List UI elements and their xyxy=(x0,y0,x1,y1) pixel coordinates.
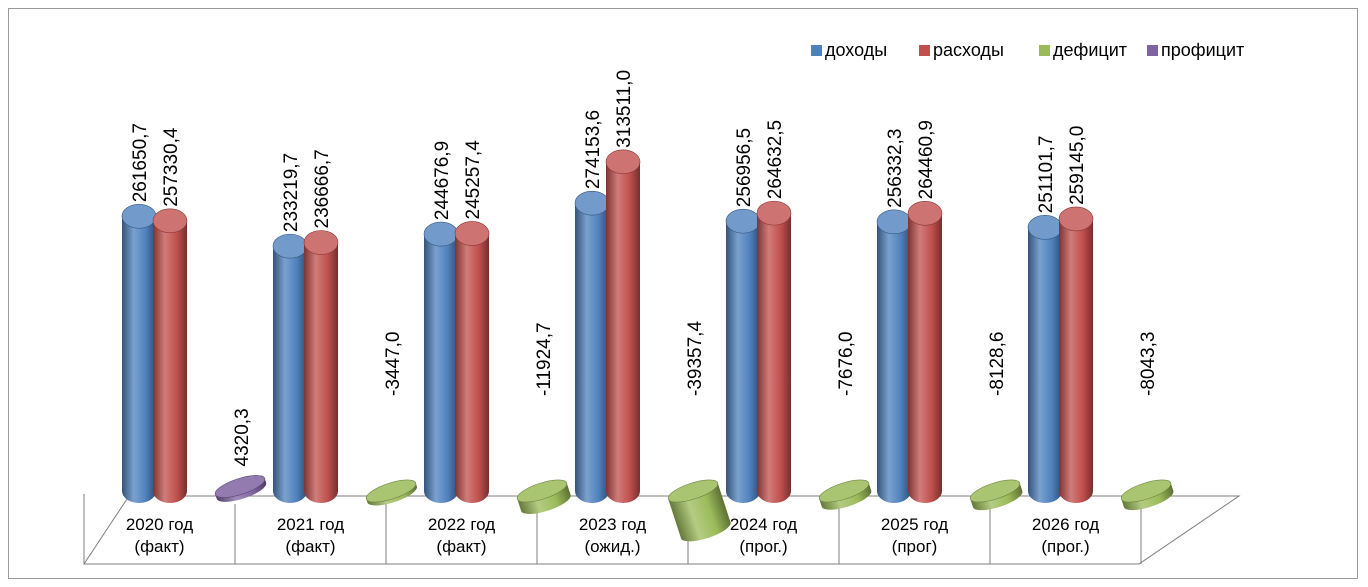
chart-area: 261650,7 257330,4 4320,3 233219,7 236666,7 -3… xyxy=(8,8,1358,579)
data-label: -7676,0 xyxy=(836,332,857,396)
category-label: 2024 год (прог.) xyxy=(730,515,797,556)
bar-расходы-1 xyxy=(303,230,339,503)
legend-item-дефицит: дефицит xyxy=(1039,40,1127,60)
data-label: 236666,7 xyxy=(312,149,333,228)
category-label: 2020 год (факт) xyxy=(126,515,193,556)
data-label: 244676,9 xyxy=(432,141,453,220)
data-label: -11924,7 xyxy=(534,322,555,396)
data-label: 233219,7 xyxy=(281,153,302,232)
bar-расходы-4 xyxy=(756,200,792,504)
bar-chart: 261650,7 257330,4 4320,3 233219,7 236666,7 -3… xyxy=(83,40,1244,565)
data-label: 245257,4 xyxy=(463,140,484,220)
legend-label: расходы xyxy=(933,40,1004,60)
legend-label: доходы xyxy=(825,40,887,60)
data-label: 256956,5 xyxy=(734,128,755,207)
legend: доходы расходы дефицит профицит xyxy=(811,40,1244,60)
legend-swatch xyxy=(919,45,930,56)
legend-item-расходы: расходы xyxy=(919,40,1004,60)
data-label: 259145,0 xyxy=(1067,126,1088,205)
category-label: 2022 год (факт) xyxy=(428,515,495,556)
data-labels: 261650,7 257330,4 4320,3 233219,7 236666,7 -3… xyxy=(130,70,1159,466)
bar-дефицит-1 xyxy=(365,479,417,506)
legend-item-профицит: профицит xyxy=(1147,40,1244,60)
bar-профицит-0 xyxy=(214,475,267,502)
bar-дефицит-2 xyxy=(516,479,571,514)
category-label: 2023 год (ожид.) xyxy=(579,515,646,556)
bar-дефицит-5 xyxy=(969,479,1023,511)
bar-доходы-4 xyxy=(725,208,761,503)
bar-расходы-2 xyxy=(454,221,490,503)
data-label: 264632,5 xyxy=(765,120,786,199)
data-label: 261650,7 xyxy=(130,123,151,202)
data-label: 274153,6 xyxy=(583,110,604,189)
data-label: 251101,7 xyxy=(1036,135,1057,213)
category-label: 2025 год (прог) xyxy=(881,515,948,556)
bar-расходы-0 xyxy=(152,208,188,503)
legend-label: дефицит xyxy=(1053,40,1127,60)
legend-swatch xyxy=(1147,45,1158,56)
floor-plane xyxy=(83,495,1241,565)
legend-label: профицит xyxy=(1161,40,1244,60)
bar-расходы-3 xyxy=(605,149,641,503)
bar-расходы-6 xyxy=(1058,206,1094,503)
bar-дефицит-4 xyxy=(818,479,872,510)
bar-доходы-5 xyxy=(876,209,912,504)
data-label: -8128,6 xyxy=(987,332,1008,396)
data-label: 256332,3 xyxy=(885,129,906,208)
bars xyxy=(121,149,1174,542)
data-label: -8043,3 xyxy=(1138,332,1159,396)
data-label: 313511,0 xyxy=(614,70,635,148)
category-label: 2026 год (прог.) xyxy=(1032,515,1099,556)
data-label: 4320,3 xyxy=(232,408,253,466)
data-label: 257330,4 xyxy=(161,127,182,207)
bar-доходы-0 xyxy=(121,203,157,503)
bar-доходы-1 xyxy=(272,233,308,503)
data-label: -39357,4 xyxy=(685,321,706,396)
bar-доходы-6 xyxy=(1027,215,1063,504)
bar-доходы-3 xyxy=(574,190,610,503)
legend-swatch xyxy=(811,45,822,56)
data-label: 264460,9 xyxy=(916,120,937,199)
legend-swatch xyxy=(1039,45,1050,56)
bar-расходы-5 xyxy=(907,201,943,504)
data-label: -3447,0 xyxy=(383,332,404,396)
chart-floor xyxy=(83,494,1241,565)
category-label: 2021 год (факт) xyxy=(277,515,344,556)
bar-дефицит-3 xyxy=(667,479,731,542)
legend-item-доходы: доходы xyxy=(811,40,887,60)
bar-дефицит-6 xyxy=(1120,479,1174,511)
category-axis: 2020 год (факт) 2021 год (факт) 2022 год (фак… xyxy=(126,515,1099,556)
bar-доходы-2 xyxy=(423,221,459,504)
